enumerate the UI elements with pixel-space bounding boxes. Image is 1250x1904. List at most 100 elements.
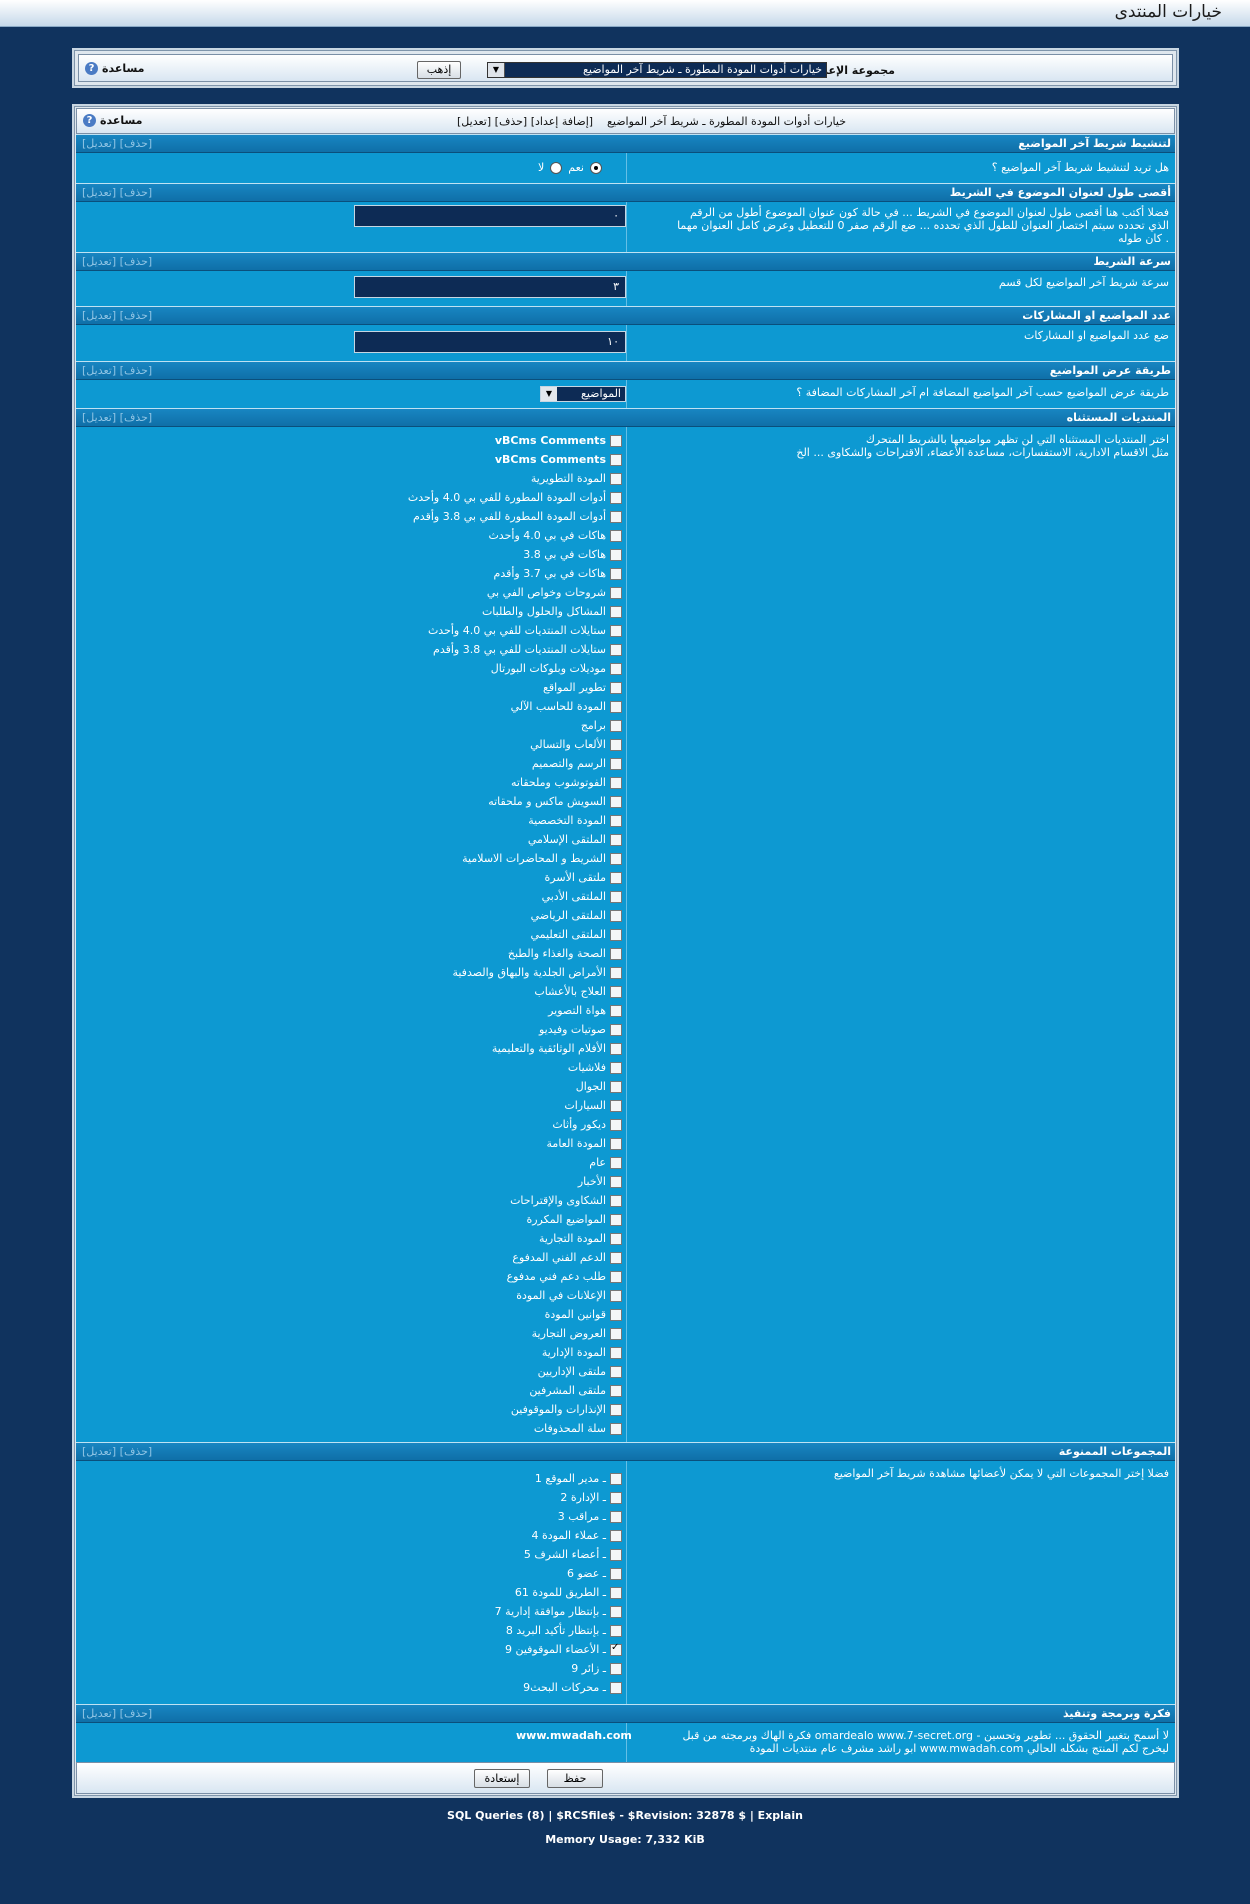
speed-input[interactable]: ٣ <box>354 276 626 298</box>
checkbox[interactable] <box>610 1491 622 1504</box>
checkbox[interactable] <box>610 700 622 713</box>
checkbox[interactable] <box>610 871 622 884</box>
checkbox[interactable] <box>610 947 622 960</box>
section-edit-links[interactable]: [تعديل] [حذف] <box>82 1707 153 1720</box>
checkbox[interactable] <box>610 909 622 922</box>
checkbox[interactable] <box>610 1023 622 1036</box>
checkbox[interactable] <box>610 1472 622 1485</box>
checkbox[interactable] <box>610 1510 622 1523</box>
checkbox-label: الأخبار <box>577 1175 606 1188</box>
checkbox[interactable] <box>610 985 622 998</box>
checkbox[interactable] <box>610 510 622 523</box>
checkbox[interactable] <box>610 1327 622 1340</box>
checkbox[interactable] <box>610 548 622 561</box>
checkbox[interactable] <box>610 1118 622 1131</box>
checkbox[interactable] <box>610 1529 622 1542</box>
checkbox[interactable] <box>610 890 622 903</box>
checkbox-item: الملتقى الرياضي <box>76 906 624 925</box>
checkbox[interactable] <box>610 1194 622 1207</box>
checkbox[interactable] <box>610 1384 622 1397</box>
checkbox[interactable] <box>610 1605 622 1618</box>
checkbox[interactable] <box>610 624 622 637</box>
checkbox[interactable] <box>610 1365 622 1378</box>
checkbox[interactable] <box>610 833 622 846</box>
radio-no[interactable] <box>550 161 563 174</box>
section-edit-links[interactable]: [تعديل] [حذف] <box>82 364 153 377</box>
checkbox[interactable] <box>610 1213 622 1226</box>
reset-button[interactable]: إستعادة <box>474 1769 530 1788</box>
options-header-links[interactable]: [تعديل] [حذف] [إضافة إعداد] <box>457 115 594 128</box>
checkbox[interactable] <box>610 605 622 618</box>
section-edit-links[interactable]: [تعديل] [حذف] <box>82 309 153 322</box>
section-edit-links[interactable]: [تعديل] [حذف] <box>82 411 153 424</box>
go-button[interactable]: إذهب <box>417 61 461 79</box>
options-header: ? مساعدة خيارات أدوات المودة المطورة ـ ش… <box>76 108 1175 134</box>
checkbox[interactable] <box>610 719 622 732</box>
checkbox[interactable] <box>610 1175 622 1188</box>
checkbox[interactable] <box>610 643 622 656</box>
checkbox[interactable] <box>610 795 622 808</box>
checkbox[interactable] <box>610 586 622 599</box>
checkbox[interactable] <box>610 1662 622 1675</box>
checkbox[interactable] <box>610 1080 622 1093</box>
checkbox-label: هاكات في بي 3.8 <box>523 548 606 561</box>
checkbox[interactable] <box>610 1232 622 1245</box>
help-link[interactable]: ? مساعدة <box>85 62 145 75</box>
checkbox[interactable] <box>610 529 622 542</box>
checkbox[interactable] <box>610 738 622 751</box>
checkbox[interactable] <box>610 1061 622 1074</box>
checkbox[interactable] <box>610 757 622 770</box>
count-input[interactable]: ١٠ <box>354 331 626 353</box>
checkbox[interactable] <box>610 1681 622 1694</box>
checkbox[interactable] <box>610 1346 622 1359</box>
checkbox[interactable] <box>610 1042 622 1055</box>
checkbox[interactable] <box>610 814 622 827</box>
checkbox[interactable] <box>610 662 622 675</box>
checkbox[interactable] <box>610 1251 622 1264</box>
checkbox[interactable] <box>610 1289 622 1302</box>
checkbox[interactable] <box>610 1270 622 1283</box>
checkbox[interactable] <box>610 1403 622 1416</box>
checkbox[interactable] <box>610 681 622 694</box>
radio-yes[interactable] <box>589 161 602 174</box>
checkbox[interactable] <box>610 1156 622 1169</box>
checkbox[interactable] <box>610 472 622 485</box>
checkbox[interactable] <box>610 1567 622 1580</box>
checkbox[interactable] <box>610 1624 622 1637</box>
save-button[interactable]: حفظ <box>547 1769 603 1788</box>
checkbox-label: سلة المحذوفات <box>533 1422 606 1435</box>
checkbox-label: المودة للحاسب الآلي <box>510 700 606 713</box>
page-title: خيارات المنتدى <box>1114 2 1222 22</box>
top-title-bar: خيارات المنتدى <box>0 0 1250 27</box>
checkbox[interactable] <box>610 1422 622 1435</box>
options-title: خيارات أدوات المودة المطورة ـ شريط آخر ا… <box>607 115 846 128</box>
checkbox[interactable] <box>610 1004 622 1017</box>
checkbox[interactable] <box>610 966 622 979</box>
checkbox[interactable] <box>610 1642 622 1656</box>
checkbox[interactable] <box>610 1099 622 1112</box>
display-select[interactable]: ▼ المواضيع <box>540 386 626 402</box>
section-edit-links[interactable]: [تعديل] [حذف] <box>82 186 153 199</box>
checkbox[interactable] <box>610 567 622 580</box>
checkbox-item: الشريط و المحاضرات الاسلامية <box>76 849 624 868</box>
checkbox[interactable] <box>610 928 622 941</box>
checkbox[interactable] <box>610 1137 622 1150</box>
section-edit-links[interactable]: [تعديل] [حذف] <box>82 137 153 150</box>
section-edit-links[interactable]: [تعديل] [حذف] <box>82 1445 153 1458</box>
checkbox[interactable] <box>610 852 622 865</box>
checkbox[interactable] <box>610 1548 622 1561</box>
checkbox-label: صوتيات وفيديو <box>538 1023 606 1036</box>
section-edit-links[interactable]: [تعديل] [حذف] <box>82 255 153 268</box>
setting-group-select[interactable]: ▼ خيارات أدوات المودة المطورة ـ شريط آخر… <box>487 62 827 78</box>
form-buttons-bar: حفظ إستعادة <box>76 1762 1175 1794</box>
checkbox[interactable] <box>610 434 622 447</box>
checkbox[interactable] <box>610 453 622 466</box>
checkbox[interactable] <box>610 776 622 789</box>
checkbox-item: برامج <box>76 716 624 735</box>
checkbox-label: vBCms Comments <box>494 453 606 466</box>
help-link[interactable]: ? مساعدة <box>83 114 143 127</box>
checkbox[interactable] <box>610 1308 622 1321</box>
checkbox[interactable] <box>610 491 622 504</box>
maxlen-input[interactable]: ٠ <box>354 205 626 227</box>
checkbox[interactable] <box>610 1586 622 1599</box>
